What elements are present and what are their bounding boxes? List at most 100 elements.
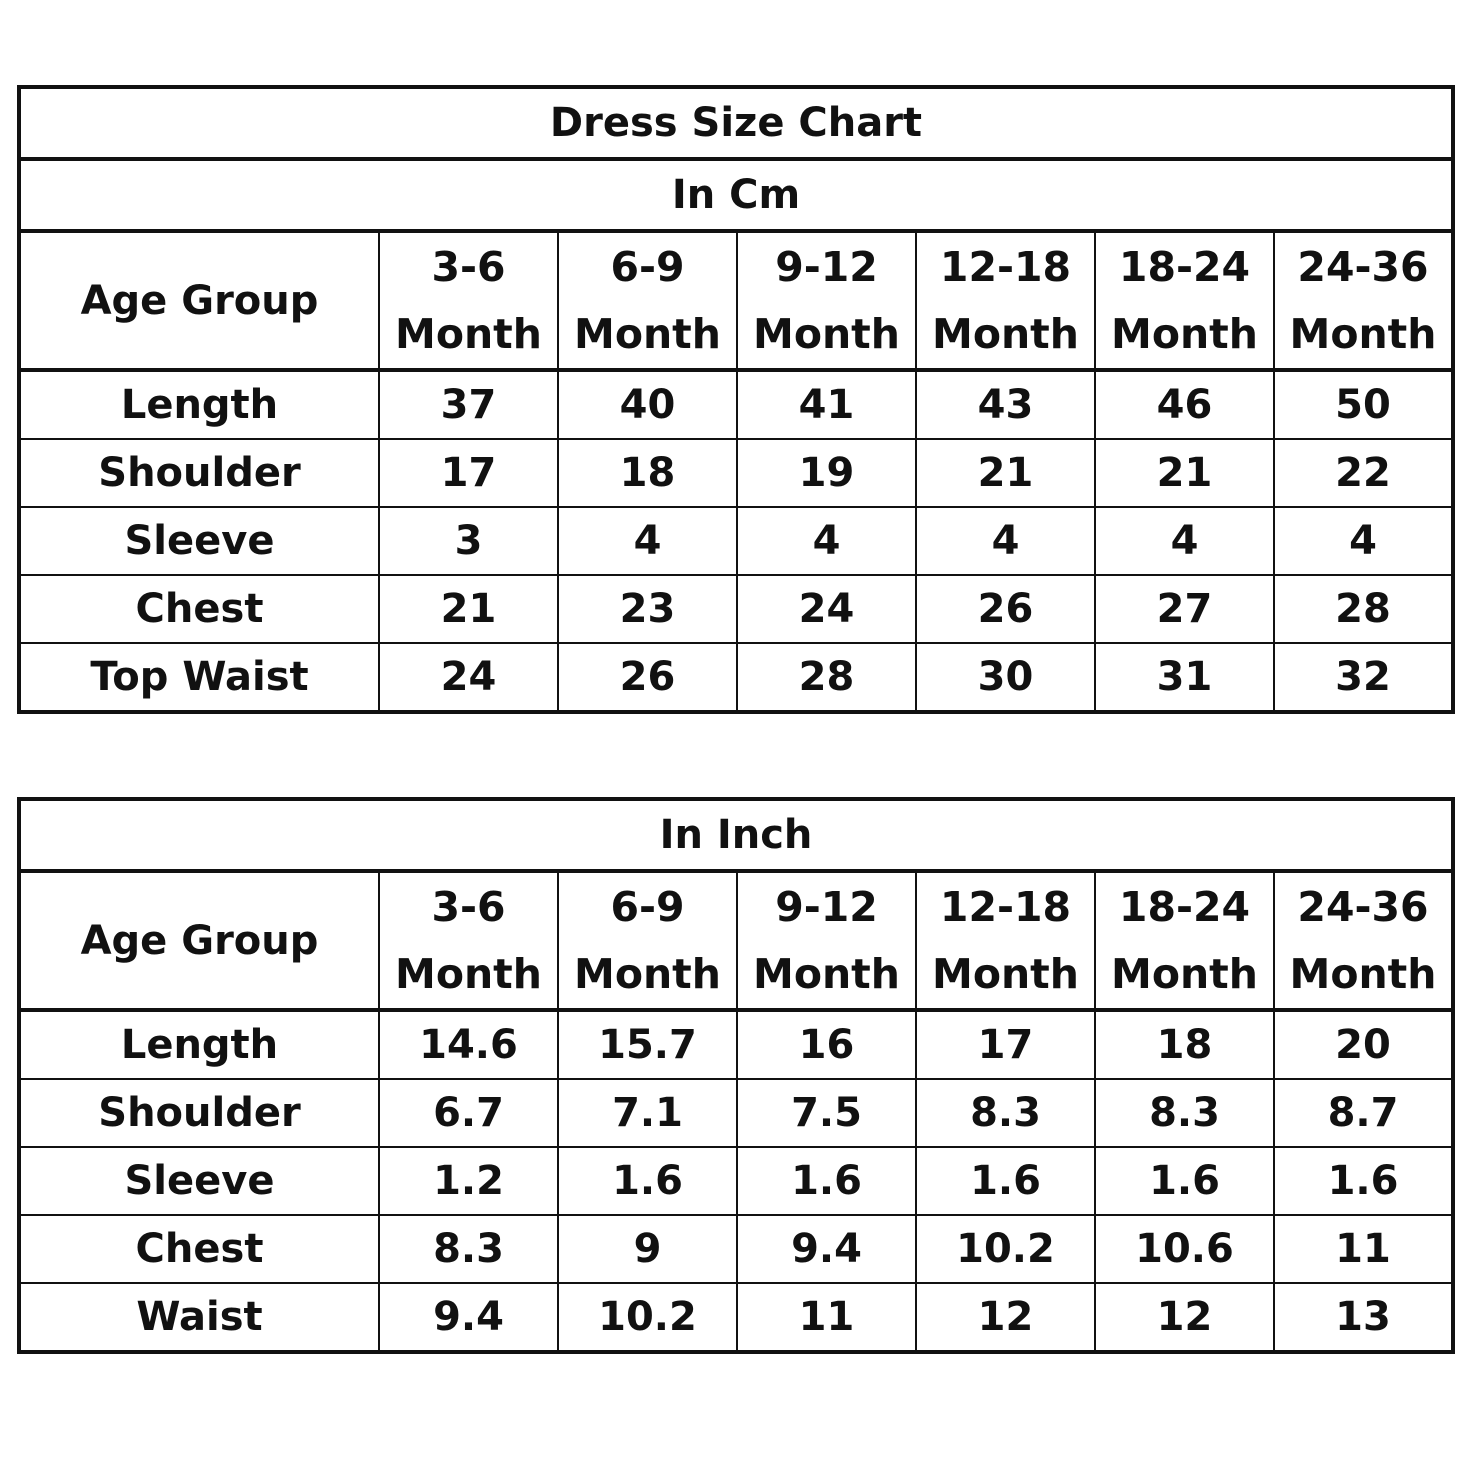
measurement-value: 46 [1094, 369, 1275, 440]
age-column-header: 6-9 Month [557, 870, 738, 1012]
measurement-value: 24 [378, 642, 559, 713]
age-range: 3-6 [431, 242, 506, 291]
table-row: Sleeve 1.2 1.6 1.6 1.6 1.6 1.6 [18, 1146, 1454, 1216]
measurement-value: 9 [557, 1214, 738, 1284]
age-range: 6-9 [610, 242, 685, 291]
unit-caption: In Inch [18, 798, 1454, 873]
age-unit: Month [395, 949, 542, 998]
table-row: Shoulder 17 18 19 21 21 22 [18, 438, 1454, 508]
size-table-cm: Dress Size Chart In Cm Age Group 3-6 Mont… [17, 85, 1455, 714]
measurement-label: Sleeve [18, 1146, 380, 1216]
age-unit: Month [574, 949, 721, 998]
measurement-label: Shoulder [18, 438, 380, 508]
measurement-value: 9.4 [736, 1214, 917, 1284]
measurement-value: 1.6 [915, 1146, 1096, 1216]
measurement-value: 32 [1273, 642, 1454, 713]
age-range: 18-24 [1118, 242, 1251, 291]
measurement-value: 7.1 [557, 1078, 738, 1148]
measurement-value: 4 [1273, 506, 1454, 576]
age-range: 6-9 [610, 882, 685, 931]
measurement-value: 20 [1273, 1009, 1454, 1080]
measurement-value: 22 [1273, 438, 1454, 508]
measurement-value: 19 [736, 438, 917, 508]
age-range: 9-12 [775, 242, 878, 291]
table-row: Top Waist 24 26 28 30 31 32 [18, 642, 1454, 713]
measurement-value: 1.6 [736, 1146, 917, 1216]
measurement-value: 43 [915, 369, 1096, 440]
measurement-label: Top Waist [18, 642, 380, 713]
table-row: Chest 21 23 24 26 27 28 [18, 574, 1454, 644]
measurement-value: 21 [915, 438, 1096, 508]
measurement-value: 18 [557, 438, 738, 508]
measurement-value: 1.6 [557, 1146, 738, 1216]
age-column-header: 3-6 Month [378, 870, 559, 1012]
measurement-value: 23 [557, 574, 738, 644]
measurement-value: 4 [557, 506, 738, 576]
measurement-label: Waist [18, 1282, 380, 1353]
age-column-header: 9-12 Month [736, 230, 917, 372]
measurement-value: 4 [1094, 506, 1275, 576]
age-unit: Month [1289, 309, 1437, 358]
age-range: 12-18 [939, 242, 1072, 291]
header-row: Age Group 3-6 Month 6-9 Month 9-12 Month 12… [18, 230, 1454, 372]
measurement-value: 26 [557, 642, 738, 713]
age-range: 24-36 [1297, 882, 1429, 931]
table-row: Waist 9.4 10.2 11 12 12 13 [18, 1282, 1454, 1353]
measurement-label: Chest [18, 574, 380, 644]
measurement-value: 31 [1094, 642, 1275, 713]
measurement-label: Chest [18, 1214, 380, 1284]
measurement-value: 4 [915, 506, 1096, 576]
measurement-value: 6.7 [378, 1078, 559, 1148]
measurement-value: 16 [736, 1009, 917, 1080]
measurement-value: 8.7 [1273, 1078, 1454, 1148]
header-row: Age Group 3-6 Month 6-9 Month 9-12 Month 12… [18, 870, 1454, 1012]
measurement-value: 21 [378, 574, 559, 644]
age-range: 12-18 [939, 882, 1072, 931]
age-column-header: 24-36 Month [1273, 230, 1454, 372]
chart-title: Dress Size Chart [18, 86, 1454, 161]
age-range: 18-24 [1118, 882, 1251, 931]
measurement-label: Length [18, 369, 380, 440]
age-unit: Month [1111, 309, 1258, 358]
age-unit: Month [1289, 949, 1437, 998]
age-unit: Month [1111, 949, 1258, 998]
measurement-label: Length [18, 1009, 380, 1080]
measurement-value: 30 [915, 642, 1096, 713]
age-column-header: 6-9 Month [557, 230, 738, 372]
measurement-value: 27 [1094, 574, 1275, 644]
table-row: Shoulder 6.7 7.1 7.5 8.3 8.3 8.7 [18, 1078, 1454, 1148]
table-row: Length 37 40 41 43 46 50 [18, 369, 1454, 440]
age-column-header: 24-36 Month [1273, 870, 1454, 1012]
measurement-value: 11 [1273, 1214, 1454, 1284]
measurement-label: Sleeve [18, 506, 380, 576]
age-range: 9-12 [775, 882, 878, 931]
measurement-value: 13 [1273, 1282, 1454, 1353]
age-column-header: 9-12 Month [736, 870, 917, 1012]
measurement-value: 37 [378, 369, 559, 440]
measurement-value: 1.6 [1273, 1146, 1454, 1216]
measurement-value: 28 [736, 642, 917, 713]
age-group-header: Age Group [18, 870, 380, 1012]
age-group-header: Age Group [18, 230, 380, 372]
measurement-value: 7.5 [736, 1078, 917, 1148]
table-row: Length 14.6 15.7 16 17 18 20 [18, 1009, 1454, 1080]
measurement-value: 50 [1273, 369, 1454, 440]
measurement-value: 9.4 [378, 1282, 559, 1353]
age-range: 24-36 [1297, 242, 1429, 291]
measurement-value: 10.2 [557, 1282, 738, 1353]
measurement-value: 1.2 [378, 1146, 559, 1216]
age-range: 3-6 [431, 882, 506, 931]
measurement-value: 18 [1094, 1009, 1275, 1080]
age-unit: Month [574, 309, 721, 358]
measurement-value: 40 [557, 369, 738, 440]
unit-caption-row: In Cm [18, 158, 1454, 233]
measurement-value: 17 [915, 1009, 1096, 1080]
age-column-header: 12-18 Month [915, 230, 1096, 372]
table-row: Chest 8.3 9 9.4 10.2 10.6 11 [18, 1214, 1454, 1284]
measurement-value: 26 [915, 574, 1096, 644]
measurement-value: 10.2 [915, 1214, 1096, 1284]
age-unit: Month [932, 309, 1079, 358]
age-unit: Month [395, 309, 542, 358]
measurement-value: 28 [1273, 574, 1454, 644]
measurement-value: 12 [915, 1282, 1096, 1353]
